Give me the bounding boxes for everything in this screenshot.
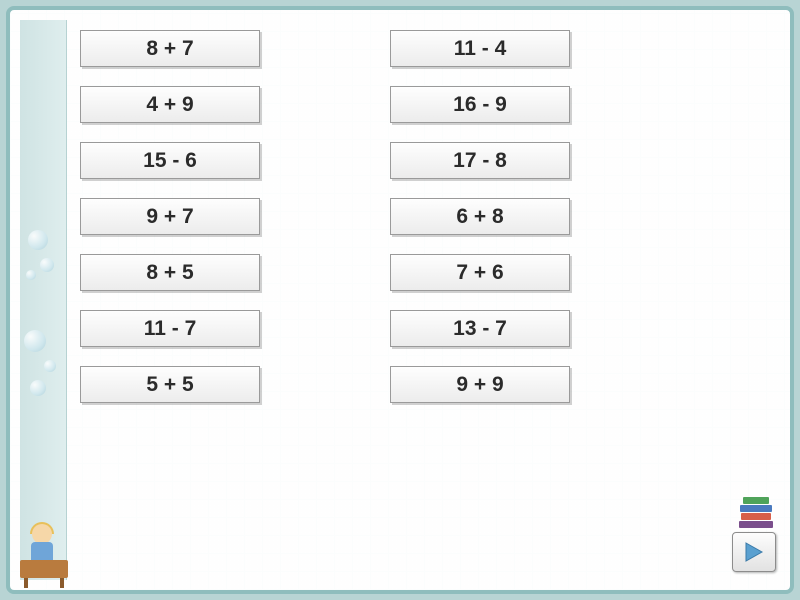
math-card[interactable]: 4 + 9	[80, 86, 260, 123]
student-at-desk-icon	[18, 522, 74, 582]
math-card[interactable]: 5 + 5	[80, 366, 260, 403]
math-card[interactable]: 11 - 7	[80, 310, 260, 347]
math-card[interactable]: 7 + 6	[390, 254, 570, 291]
bubble-decor	[30, 380, 46, 396]
math-card[interactable]: 9 + 9	[390, 366, 570, 403]
bubble-decor	[28, 230, 48, 250]
grid-paper: 8 + 7 4 + 9 15 - 6 9 + 7 8 + 5 11 - 7 5 …	[6, 6, 794, 594]
right-column: 11 - 4 16 - 9 17 - 8 6 + 8 7 + 6 13 - 7 …	[390, 30, 570, 403]
bubble-decor	[44, 360, 56, 372]
content-area: 8 + 7 4 + 9 15 - 6 9 + 7 8 + 5 11 - 7 5 …	[80, 30, 770, 570]
math-card[interactable]: 6 + 8	[390, 198, 570, 235]
math-card[interactable]: 15 - 6	[80, 142, 260, 179]
left-column: 8 + 7 4 + 9 15 - 6 9 + 7 8 + 5 11 - 7 5 …	[80, 30, 260, 403]
math-card[interactable]: 16 - 9	[390, 86, 570, 123]
next-button[interactable]	[732, 532, 776, 572]
math-card[interactable]: 8 + 7	[80, 30, 260, 67]
worksheet-frame: 8 + 7 4 + 9 15 - 6 9 + 7 8 + 5 11 - 7 5 …	[0, 0, 800, 600]
left-margin-strip	[20, 20, 67, 580]
bubble-decor	[26, 270, 36, 280]
bubble-decor	[24, 330, 46, 352]
math-card[interactable]: 17 - 8	[390, 142, 570, 179]
math-card[interactable]: 9 + 7	[80, 198, 260, 235]
bubble-decor	[40, 258, 54, 272]
play-icon	[744, 541, 764, 563]
math-card[interactable]: 8 + 5	[80, 254, 260, 291]
math-card[interactable]: 11 - 4	[390, 30, 570, 67]
math-card[interactable]: 13 - 7	[390, 310, 570, 347]
book-stack-icon	[736, 494, 776, 528]
